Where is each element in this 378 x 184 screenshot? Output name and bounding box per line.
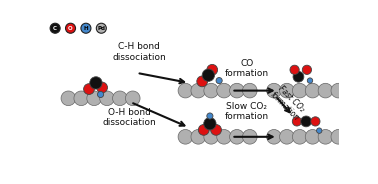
Circle shape — [50, 23, 60, 33]
Circle shape — [292, 117, 302, 126]
Circle shape — [90, 77, 102, 89]
Circle shape — [178, 130, 193, 144]
Circle shape — [279, 83, 294, 98]
Circle shape — [198, 125, 209, 135]
Text: O-H bond
dissociation: O-H bond dissociation — [102, 108, 156, 127]
Circle shape — [316, 128, 322, 133]
Circle shape — [242, 130, 257, 144]
Circle shape — [204, 83, 218, 98]
Text: H: H — [84, 26, 88, 31]
Circle shape — [293, 71, 304, 82]
Circle shape — [87, 91, 101, 106]
Circle shape — [290, 65, 299, 75]
Circle shape — [305, 83, 320, 98]
Circle shape — [100, 91, 114, 106]
Circle shape — [74, 91, 88, 106]
Circle shape — [217, 130, 231, 144]
Circle shape — [204, 130, 218, 144]
Circle shape — [318, 130, 333, 144]
Circle shape — [65, 23, 76, 33]
Text: O: O — [68, 26, 73, 31]
Circle shape — [229, 83, 244, 98]
Circle shape — [331, 130, 345, 144]
Circle shape — [266, 130, 281, 144]
Circle shape — [84, 84, 94, 94]
Circle shape — [202, 69, 214, 81]
Circle shape — [302, 65, 311, 75]
Circle shape — [197, 76, 208, 87]
Circle shape — [81, 23, 91, 33]
Circle shape — [293, 83, 307, 98]
Circle shape — [191, 83, 206, 98]
Circle shape — [211, 125, 222, 135]
Circle shape — [229, 130, 244, 144]
Circle shape — [305, 130, 320, 144]
Circle shape — [307, 78, 313, 83]
Circle shape — [311, 117, 320, 126]
Circle shape — [318, 83, 333, 98]
Circle shape — [113, 91, 127, 106]
Circle shape — [279, 130, 294, 144]
Circle shape — [191, 130, 206, 144]
Text: Slow CO₂
formation: Slow CO₂ formation — [225, 102, 269, 121]
Circle shape — [217, 83, 231, 98]
Circle shape — [96, 23, 106, 33]
Circle shape — [266, 83, 281, 98]
Circle shape — [242, 83, 257, 98]
Circle shape — [207, 64, 218, 75]
Text: CO
formation: CO formation — [225, 59, 269, 78]
Circle shape — [61, 91, 76, 106]
Text: Fast CO₂
formation: Fast CO₂ formation — [268, 82, 308, 122]
Text: Pd: Pd — [97, 26, 105, 31]
Circle shape — [331, 83, 345, 98]
Circle shape — [293, 130, 307, 144]
Circle shape — [301, 116, 311, 127]
Text: C: C — [53, 26, 57, 31]
Circle shape — [204, 118, 216, 130]
Circle shape — [207, 113, 213, 119]
Circle shape — [97, 82, 107, 93]
Circle shape — [216, 77, 222, 84]
Text: C-H bond
dissociation: C-H bond dissociation — [112, 42, 166, 62]
Circle shape — [178, 83, 193, 98]
Circle shape — [98, 91, 104, 98]
Circle shape — [125, 91, 140, 106]
